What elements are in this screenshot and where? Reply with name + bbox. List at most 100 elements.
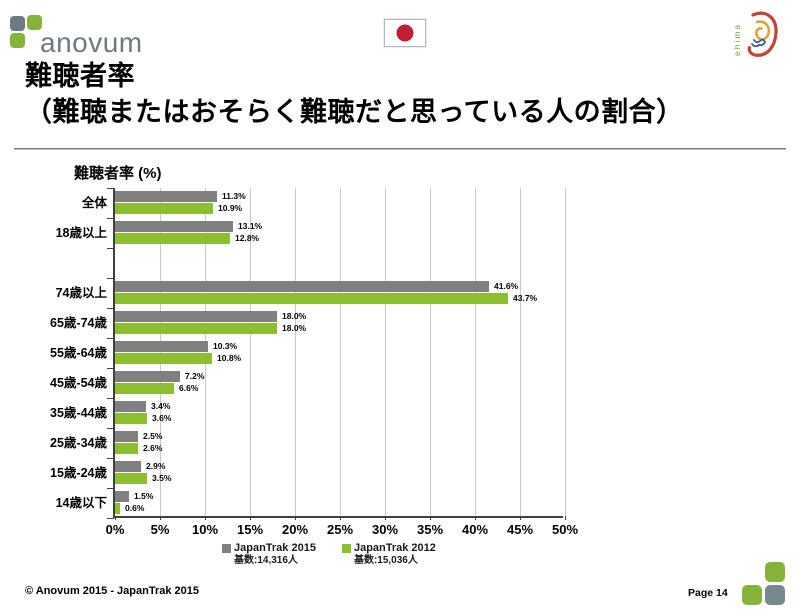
footer-logo-squares	[742, 562, 786, 606]
bar-japantrak-2012	[115, 443, 138, 454]
bar-value-label: 0.6%	[125, 503, 145, 513]
bar-japantrak-2015	[115, 281, 489, 292]
ehima-logo: ehima	[727, 8, 783, 62]
legend-label-2012: JapanTrak 2012	[353, 542, 436, 554]
gridline	[250, 188, 251, 516]
ear-icon: ehima	[732, 11, 778, 57]
slide-title: 難聴者率 （難聴またはおそらく難聴だと思っている人の割合）	[25, 58, 785, 131]
y-axis-tick	[107, 428, 114, 429]
x-axis-label: 40%	[461, 522, 489, 537]
bar-japantrak-2012	[115, 473, 147, 484]
gridline	[475, 188, 476, 516]
y-axis-tick	[107, 518, 114, 519]
x-axis-label: 25%	[326, 522, 354, 537]
x-axis-tick	[295, 516, 296, 520]
bar-value-label: 10.9%	[218, 203, 243, 213]
category-label: 14歳以下	[55, 496, 107, 510]
y-axis-tick	[107, 218, 114, 219]
x-axis-tick	[250, 516, 251, 520]
gridline	[565, 188, 566, 516]
bar-japantrak-2015	[115, 341, 208, 352]
footer-square-green-top	[765, 562, 785, 582]
bar-japantrak-2012	[115, 293, 508, 304]
legend-label-2015: JapanTrak 2015	[234, 542, 316, 554]
bar-japantrak-2015	[115, 401, 146, 412]
category-row: 35歳-44歳 3.4% 3.6%	[50, 398, 563, 428]
x-axis-label: 10%	[191, 522, 219, 537]
category-label: 35歳-44歳	[50, 406, 107, 420]
x-axis-tick	[385, 516, 386, 520]
category-row: 14歳以下 1.5% 0.6%	[56, 488, 563, 518]
bar-value-label: 1.5%	[134, 491, 154, 501]
gridline	[385, 188, 386, 516]
bar-value-label: 7.2%	[185, 371, 205, 381]
page-number: Page 14	[688, 587, 728, 599]
x-axis-tick	[475, 516, 476, 520]
x-axis-tick	[205, 516, 206, 520]
bar-japantrak-2015	[115, 431, 138, 442]
gridline	[295, 188, 296, 516]
anovum-square-green-top	[27, 15, 42, 30]
bar-value-label: 41.6%	[494, 281, 519, 291]
category-label: 45歳-54歳	[50, 376, 107, 390]
x-axis-tick	[565, 516, 566, 520]
gridline	[340, 188, 341, 516]
bar-value-label: 18.0%	[282, 323, 307, 333]
y-axis-tick	[107, 398, 114, 399]
x-axis-label: 15%	[236, 522, 264, 537]
bar-japantrak-2012	[115, 203, 213, 214]
anovum-logo-text: anovum	[40, 27, 143, 58]
bar-value-label: 2.5%	[143, 431, 163, 441]
y-axis-tick	[107, 338, 114, 339]
category-label: 65歳-74歳	[50, 316, 107, 330]
ehima-logo-text: ehima	[732, 23, 742, 56]
bar-japantrak-2012	[115, 353, 212, 364]
bar-japantrak-2012	[115, 323, 277, 334]
chart-legend: JapanTrak 2015 基数:14,316人 JapanTrak 2012…	[222, 542, 436, 567]
y-axis-tick	[107, 188, 114, 189]
bar-value-label: 6.6%	[179, 383, 199, 393]
bar-value-label: 13.1%	[238, 221, 263, 231]
gridline	[430, 188, 431, 516]
bar-japantrak-2015	[115, 221, 233, 232]
legend-swatch-2012	[341, 544, 351, 553]
y-axis-tick	[107, 308, 114, 309]
x-axis-tick	[115, 516, 116, 520]
x-axis-label: 30%	[371, 522, 399, 537]
category-row: 45歳-54歳 7.2% 6.6%	[50, 368, 563, 398]
bar-japantrak-2015	[115, 371, 180, 382]
category-label: 全体	[81, 196, 107, 210]
y-axis-tick	[107, 368, 114, 369]
bar-japantrak-2012	[115, 233, 230, 244]
category-label: 18歳以上	[55, 226, 107, 240]
category-row: 74歳以上 41.6% 43.7%	[56, 278, 563, 308]
bar-value-label: 18.0%	[282, 311, 307, 321]
gridline	[160, 188, 161, 516]
bar-value-label: 2.9%	[146, 461, 166, 471]
category-row: 18歳以上 13.1% 12.8%	[56, 218, 563, 248]
bar-japantrak-2015	[115, 491, 129, 502]
legend-item-japantrak-2012: JapanTrak 2012 基数:15,036人	[341, 542, 436, 567]
slide-title-line1: 難聴者率	[25, 61, 135, 91]
bar-value-label: 43.7%	[513, 293, 538, 303]
category-row: 25歳-34歳 2.5% 2.6%	[50, 428, 563, 458]
legend-swatch-2015	[222, 544, 231, 553]
title-divider	[14, 148, 786, 150]
bar-japantrak-2015	[115, 311, 277, 322]
bar-value-label: 2.6%	[143, 443, 163, 453]
bar-japantrak-2012	[115, 383, 174, 394]
anovum-logo-icon	[10, 15, 44, 50]
bar-japantrak-2012	[115, 413, 147, 424]
x-axis-label: 0%	[105, 522, 125, 537]
anovum-square-green-bottom	[10, 33, 25, 48]
y-axis-tick	[107, 488, 114, 489]
x-axis-tick	[160, 516, 161, 520]
legend-base-2012: 基数:15,036人	[353, 554, 418, 566]
y-axis-tick	[107, 248, 114, 249]
category-label: 55歳-64歳	[50, 346, 107, 360]
bar-value-label: 10.3%	[213, 341, 238, 351]
gridline	[205, 188, 206, 516]
x-axis-label: 5%	[150, 522, 170, 537]
footer-square-gray	[765, 585, 785, 605]
